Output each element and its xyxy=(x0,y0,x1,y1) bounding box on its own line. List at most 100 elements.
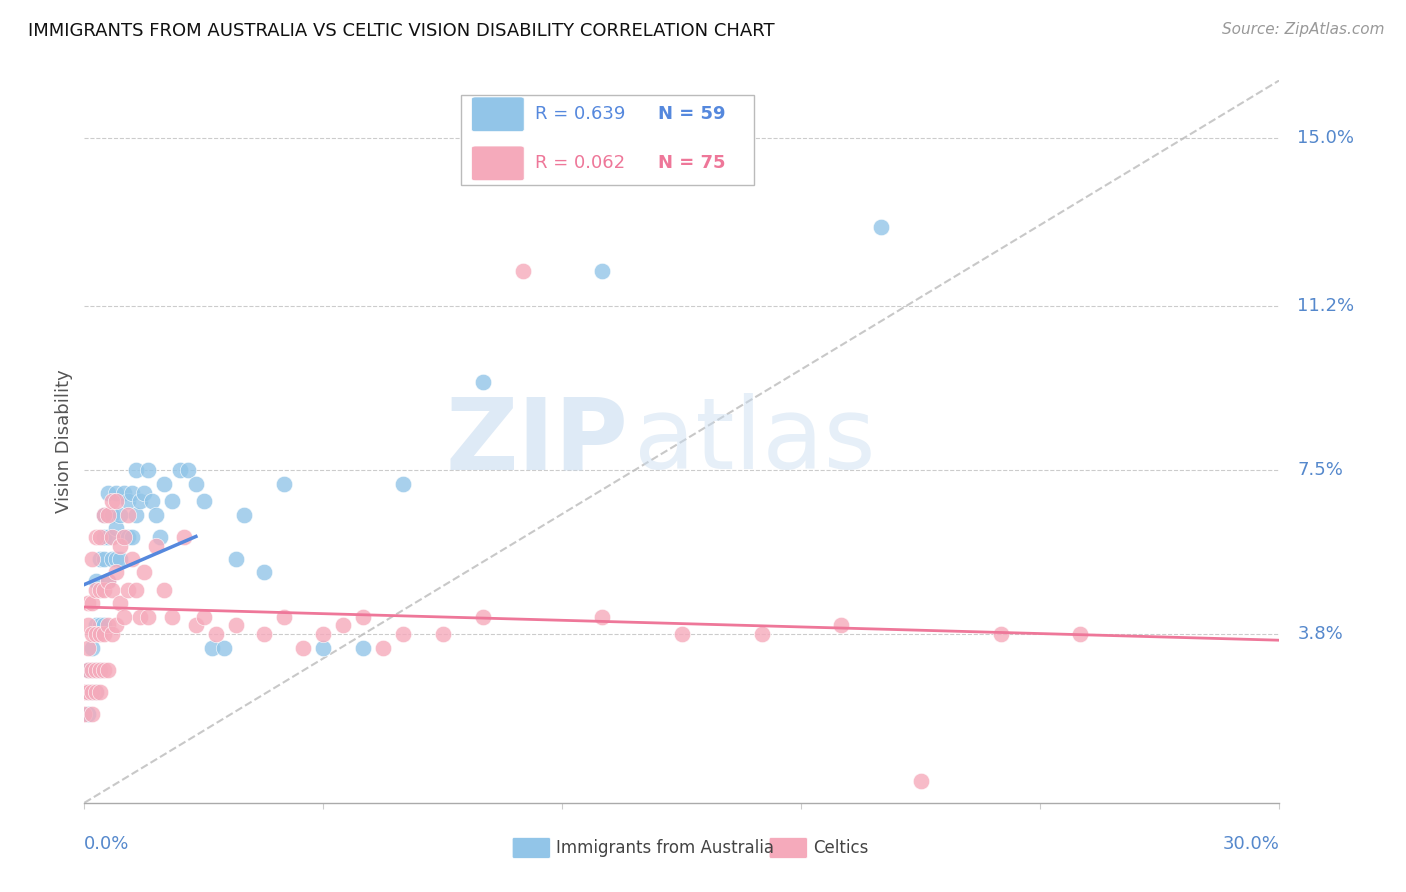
Point xyxy=(112,530,135,544)
Point xyxy=(89,530,111,544)
Point xyxy=(312,627,335,641)
Point xyxy=(392,476,415,491)
Point xyxy=(1069,627,1091,641)
Point xyxy=(253,566,276,580)
Point xyxy=(93,530,115,544)
Point xyxy=(97,618,120,632)
Point xyxy=(225,552,247,566)
Point xyxy=(82,663,104,677)
Point xyxy=(86,685,108,699)
Point xyxy=(82,596,104,610)
FancyBboxPatch shape xyxy=(512,838,551,858)
Point xyxy=(105,485,128,500)
Point xyxy=(82,627,104,641)
Point xyxy=(101,530,124,544)
Point xyxy=(117,530,139,544)
Point xyxy=(93,508,115,522)
Point xyxy=(105,566,128,580)
Point xyxy=(910,773,932,788)
Point xyxy=(86,530,108,544)
Point xyxy=(93,508,115,522)
Point xyxy=(121,485,143,500)
Point xyxy=(97,508,120,522)
Point xyxy=(82,707,104,722)
Point xyxy=(86,627,108,641)
Point xyxy=(101,508,124,522)
Point xyxy=(110,508,132,522)
Point xyxy=(82,685,104,699)
Point xyxy=(160,494,183,508)
Text: 11.2%: 11.2% xyxy=(1298,297,1354,316)
Point xyxy=(77,685,100,699)
Text: Source: ZipAtlas.com: Source: ZipAtlas.com xyxy=(1222,22,1385,37)
Point xyxy=(97,530,120,544)
Text: atlas: atlas xyxy=(634,393,876,490)
Point xyxy=(312,640,335,655)
Point xyxy=(112,609,135,624)
Text: 0.0%: 0.0% xyxy=(84,835,129,854)
Point xyxy=(97,574,120,589)
FancyBboxPatch shape xyxy=(461,95,754,185)
Point xyxy=(193,609,215,624)
Point xyxy=(145,508,167,522)
Point xyxy=(471,609,494,624)
Point xyxy=(86,582,108,597)
Point xyxy=(97,485,120,500)
Point xyxy=(990,627,1012,641)
Point xyxy=(77,663,100,677)
Point xyxy=(77,640,100,655)
Point xyxy=(149,530,172,544)
Point xyxy=(86,663,108,677)
Point xyxy=(82,685,104,699)
Point xyxy=(253,627,276,641)
Point xyxy=(77,618,100,632)
Point xyxy=(89,627,111,641)
Point xyxy=(232,508,254,522)
Point xyxy=(136,609,159,624)
Point xyxy=(86,618,108,632)
Text: 3.8%: 3.8% xyxy=(1298,625,1343,643)
Text: 30.0%: 30.0% xyxy=(1223,835,1279,854)
Text: IMMIGRANTS FROM AUSTRALIA VS CELTIC VISION DISABILITY CORRELATION CHART: IMMIGRANTS FROM AUSTRALIA VS CELTIC VISI… xyxy=(28,22,775,40)
Point xyxy=(591,609,613,624)
Point xyxy=(471,375,494,389)
Point xyxy=(73,685,96,699)
Point xyxy=(591,264,613,278)
Point xyxy=(89,552,111,566)
Point xyxy=(373,640,395,655)
Point xyxy=(225,618,247,632)
Point xyxy=(153,476,176,491)
Point xyxy=(160,609,183,624)
Point xyxy=(82,640,104,655)
Point xyxy=(97,574,120,589)
Point xyxy=(153,582,176,597)
Point xyxy=(132,566,156,580)
Point xyxy=(121,530,143,544)
Point xyxy=(169,463,191,477)
Point xyxy=(117,494,139,508)
Point xyxy=(73,707,96,722)
FancyBboxPatch shape xyxy=(471,146,524,181)
Point xyxy=(82,663,104,677)
Point xyxy=(117,582,139,597)
Point xyxy=(117,508,139,522)
Point xyxy=(173,530,195,544)
Point xyxy=(671,627,693,641)
Point xyxy=(201,640,224,655)
Point xyxy=(101,582,124,597)
Point xyxy=(112,485,135,500)
Point xyxy=(145,539,167,553)
FancyBboxPatch shape xyxy=(769,838,807,858)
Point xyxy=(125,463,148,477)
Point xyxy=(93,663,115,677)
Point xyxy=(86,574,108,589)
Point xyxy=(93,582,115,597)
Point xyxy=(105,618,128,632)
Point xyxy=(93,618,115,632)
Point xyxy=(89,618,111,632)
Point xyxy=(125,508,148,522)
Point xyxy=(193,494,215,508)
Point xyxy=(89,663,111,677)
Text: R = 0.062: R = 0.062 xyxy=(534,154,626,172)
Point xyxy=(184,618,207,632)
